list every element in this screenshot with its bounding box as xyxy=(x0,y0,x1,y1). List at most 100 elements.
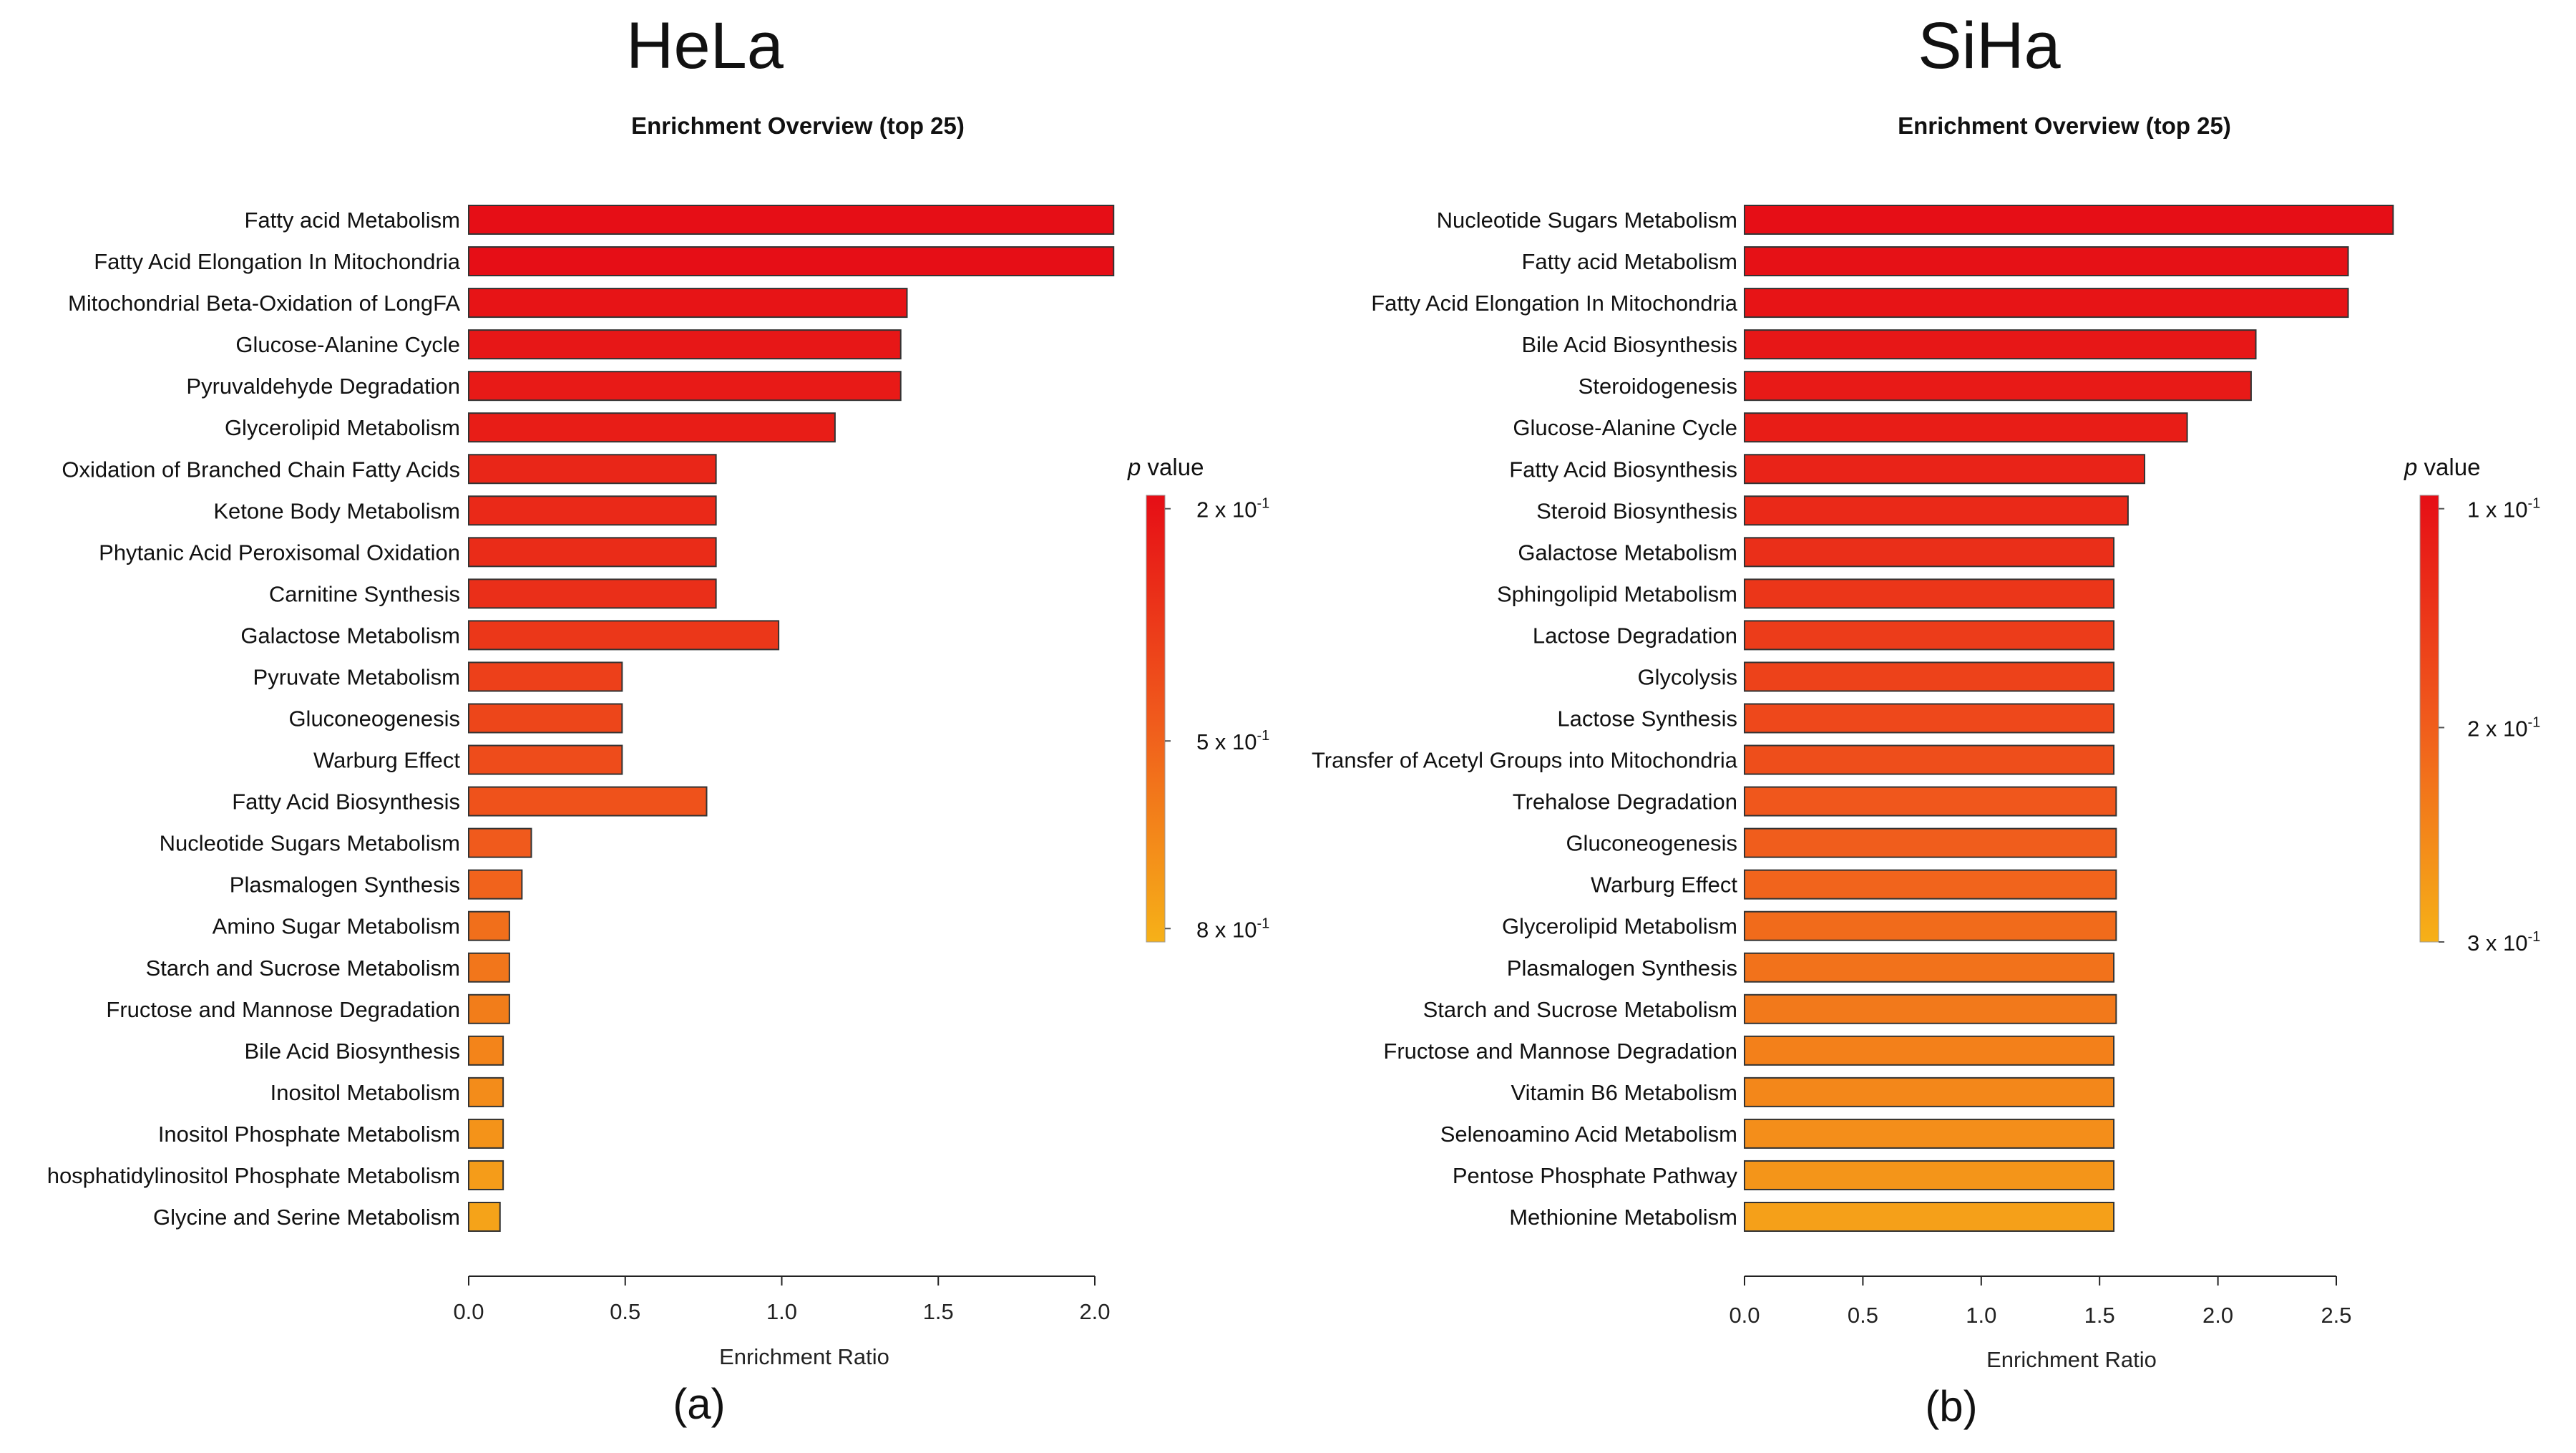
x-axis-label-siha: Enrichment Ratio xyxy=(1986,1347,2157,1372)
color-scale-bar xyxy=(2419,495,2439,943)
bar xyxy=(1744,371,2252,402)
panel-b: SiHa Enrichment Overview (top 25) Nucleo… xyxy=(1312,9,2540,1430)
x-tick-label: 2.0 xyxy=(2202,1303,2233,1328)
color-scale-bar xyxy=(1146,495,1166,943)
category-label: Glucose-Alanine Cycle xyxy=(235,332,460,357)
category-label: Pyruvaldehyde Degradation xyxy=(186,374,460,399)
bar xyxy=(468,620,780,651)
x-tick-label: 0.5 xyxy=(1848,1303,1878,1328)
legend-tick-label: 5 x 10-1 xyxy=(1196,728,1269,754)
category-label: Sphingolipid Metabolism xyxy=(1497,581,1737,606)
category-label: Mitochondrial Beta-Oxidation of LongFA xyxy=(68,291,460,316)
category-label: Glucose-Alanine Cycle xyxy=(1513,415,1737,440)
category-label: Inositol Metabolism xyxy=(270,1080,460,1105)
x-axis-hela: 0.0 0.5 1.0 1.5 2.0 xyxy=(453,1275,1111,1324)
bar xyxy=(1744,454,2146,485)
category-label: Methionine Metabolism xyxy=(1509,1205,1737,1230)
category-label: Nucleotide Sugars Metabolism xyxy=(160,831,460,856)
bar xyxy=(1744,205,2394,235)
chart-title-siha: Enrichment Overview (top 25) xyxy=(1898,112,2231,139)
x-tick-label: 2.5 xyxy=(2321,1303,2351,1328)
legend-tick-label: 3 x 10-1 xyxy=(2467,929,2540,956)
category-labels-siha: Nucleotide Sugars Metabolism Fatty acid M… xyxy=(1312,208,1738,1230)
bar xyxy=(468,869,523,900)
bar xyxy=(468,1160,504,1190)
bar xyxy=(468,786,708,817)
category-label: Vitamin B6 Metabolism xyxy=(1511,1080,1737,1105)
category-label: Pyruvate Metabolism xyxy=(253,664,460,689)
category-label: Plasmalogen Synthesis xyxy=(230,873,460,898)
bar xyxy=(1744,495,2129,526)
bar xyxy=(1744,786,2117,817)
bar xyxy=(468,412,836,443)
bar xyxy=(1744,993,2117,1024)
panel-a: HeLa Enrichment Overview (top 25) Fatty … xyxy=(47,9,1270,1428)
bar xyxy=(1744,537,2115,568)
category-label: Warburg Effect xyxy=(313,748,460,773)
category-label: Nucleotide Sugars Metabolism xyxy=(1437,208,1737,233)
bar xyxy=(468,952,510,983)
category-label: Glycerolipid Metabolism xyxy=(225,415,460,440)
x-tick-label: 2.0 xyxy=(1079,1299,1110,1324)
bar xyxy=(1744,827,2117,858)
legend-title: p value xyxy=(1127,454,1204,480)
p-value-legend-hela: p value 2 x 10-1 5 x 10-1 8 x 10-1 xyxy=(1127,454,1269,943)
panel-caption-a: (a) xyxy=(673,1380,725,1428)
cell-line-title-hela: HeLa xyxy=(626,9,784,82)
x-tick-label: 0.5 xyxy=(610,1299,640,1324)
bar xyxy=(1744,1160,2115,1190)
category-label: Amino Sugar Metabolism xyxy=(213,914,460,939)
category-label: Fatty Acid Biosynthesis xyxy=(232,789,460,815)
bar xyxy=(1744,661,2115,692)
category-label: Transfer of Acetyl Groups into Mitochond… xyxy=(1312,748,1738,773)
category-label: Galactose Metabolism xyxy=(1518,540,1737,565)
category-label: Gluconeogenesis xyxy=(1566,831,1737,856)
bar xyxy=(1744,578,2115,609)
bar xyxy=(468,1202,501,1232)
legend-tick-label: 2 x 10-1 xyxy=(2467,714,2540,741)
category-label: Bile Acid Biosynthesis xyxy=(244,1039,460,1064)
category-label: Phytanic Acid Peroxisomal Oxidation xyxy=(99,540,460,565)
bar xyxy=(468,910,510,941)
x-tick-label: 1.5 xyxy=(2084,1303,2115,1328)
bar xyxy=(468,661,623,692)
chart-title-hela: Enrichment Overview (top 25) xyxy=(631,112,965,139)
category-label: Bile Acid Biosynthesis xyxy=(1521,332,1737,357)
bar xyxy=(468,537,717,568)
category-label: Fatty Acid Elongation In Mitochondria xyxy=(94,249,461,274)
x-tick-label: 0.0 xyxy=(453,1299,484,1324)
bar xyxy=(1744,1035,2115,1066)
category-label: hosphatidylinositol Phosphate Metabolism xyxy=(47,1163,460,1188)
bar xyxy=(468,1118,504,1149)
bar xyxy=(468,993,510,1024)
category-label: Fatty acid Metabolism xyxy=(245,208,461,233)
bar xyxy=(1744,1202,2115,1232)
bars-siha xyxy=(1744,205,2394,1232)
bar xyxy=(1744,620,2115,651)
bar xyxy=(468,205,1115,235)
bar xyxy=(468,578,717,609)
bar xyxy=(468,329,902,360)
category-label: Starch and Sucrose Metabolism xyxy=(146,956,460,981)
category-label: Trehalose Degradation xyxy=(1513,789,1737,815)
bar xyxy=(1744,1118,2115,1149)
bar xyxy=(468,827,532,858)
legend-tick-label: 8 x 10-1 xyxy=(1196,915,1269,942)
x-axis-label-hela: Enrichment Ratio xyxy=(719,1344,889,1369)
bar xyxy=(468,1035,504,1066)
category-label: Fructose and Mannose Degradation xyxy=(1383,1039,1737,1064)
category-label: Fructose and Mannose Degradation xyxy=(106,997,460,1022)
bar xyxy=(1744,744,2115,775)
bar xyxy=(468,454,717,485)
category-label: Carnitine Synthesis xyxy=(269,581,460,606)
bar xyxy=(468,1077,504,1107)
legend-title: p value xyxy=(2404,454,2480,480)
legend-tick-label: 1 x 10-1 xyxy=(2467,496,2540,523)
category-label: Steroidogenesis xyxy=(1579,374,1737,399)
category-labels-hela: Fatty acid Metabolism Fatty Acid Elongati… xyxy=(47,208,461,1230)
category-label: Pentose Phosphate Pathway xyxy=(1453,1163,1738,1188)
x-axis-siha: 0.0 0.5 1.0 1.5 2.0 2.5 xyxy=(1729,1275,2352,1328)
category-label: Lactose Synthesis xyxy=(1557,706,1737,732)
bar xyxy=(468,371,902,402)
